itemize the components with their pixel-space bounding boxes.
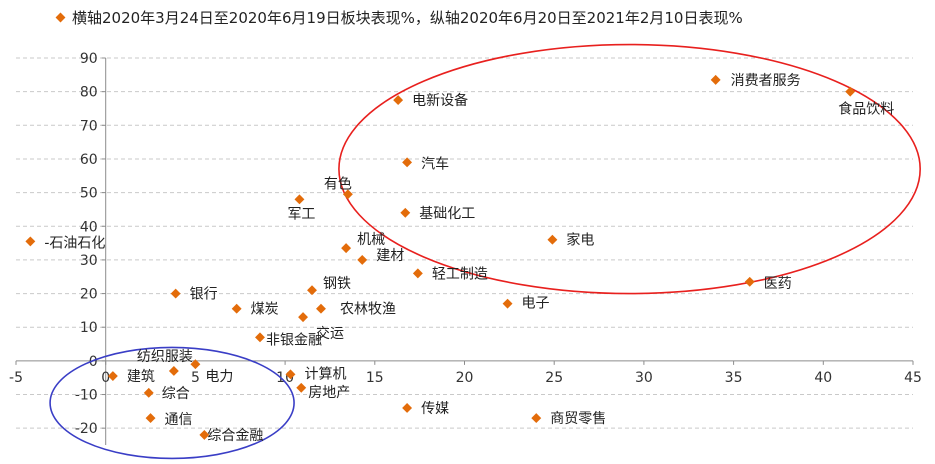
point-label: 计算机 [304,366,346,382]
x-tick-label: -5 [9,370,23,386]
point-label: 传媒 [421,401,449,417]
point-marker [744,276,755,287]
point-label: 交运 [316,325,344,342]
legend: 横轴2020年3月24日至2020年6月19日板块表现%，纵轴2020年6月20… [55,9,743,27]
point-marker [25,236,36,247]
y-tick-label: 10 [80,320,98,336]
point-marker [298,312,308,323]
point-label: 电新设备 [412,92,468,109]
y-tick-label: 70 [80,118,98,134]
legend-label: 横轴2020年3月24日至2020年6月19日板块表现%，纵轴2020年6月20… [72,9,743,27]
y-tick-label: 80 [80,85,98,101]
point-marker [710,74,721,85]
axes [15,57,914,445]
legend-marker [55,12,66,23]
point-marker [190,359,201,370]
point-label: -石油石化 [44,235,105,251]
point-marker [199,429,210,440]
x-tick-label: 40 [814,370,832,386]
point-label: 纺织服装 [137,349,193,365]
point-marker [296,382,307,393]
point-marker [285,369,296,380]
y-tick-label: 60 [80,152,98,168]
point-label: 军工 [287,206,315,222]
point-label: 汽车 [421,155,449,172]
x-tick-label: 5 [191,370,200,386]
y-tick-label: 90 [80,51,98,67]
y-tick-label: 40 [80,219,98,235]
point-label: 电力 [205,369,233,385]
point-marker [231,303,242,314]
point-label: 有色 [324,175,352,192]
gridlines [16,57,913,429]
point-label: 医药 [764,276,792,292]
x-tick-label: 20 [456,370,474,386]
point-marker [502,298,513,309]
tick-labels: -5 0 5 10 15 20 25 30 35 40 45-20-1001020304050607… [9,51,922,437]
x-tick-label: 30 [635,370,653,386]
annotations [49,43,921,460]
point-marker [547,234,558,245]
y-tick-label: 20 [80,287,98,303]
point-label: 机械 [357,232,385,248]
point-label: 煤炭 [251,302,279,318]
x-tick-label: 25 [545,370,563,386]
y-tick-label: -10 [75,388,98,404]
y-tick-label: -20 [75,421,98,437]
point-label: 商贸零售 [550,411,606,427]
point-marker [307,285,317,296]
point-label: 农林牧渔 [340,302,396,318]
point-label: 食品饮料 [838,101,894,118]
point-marker [145,413,156,424]
point-marker [412,268,423,279]
y-tick-label: 50 [80,186,98,202]
point-marker [316,303,326,314]
x-tick-label: 0 [101,370,110,386]
point-marker [400,207,411,218]
point-label: 非银金融 [266,332,322,348]
point-marker [342,189,353,200]
point-label: 家电 [566,232,594,249]
point-label: 钢铁 [323,276,351,292]
point-marker [170,288,181,299]
point-marker [255,332,265,343]
data-points [25,74,856,440]
point-marker [341,243,352,254]
y-tick-label: 30 [80,253,98,269]
point-label: 消费者服务 [731,73,801,89]
point-marker [357,254,368,265]
point-marker [402,157,413,168]
point-marker [294,194,305,205]
point-label: 银行 [190,287,218,303]
point-label: 通信 [165,412,193,428]
x-tick-label: 15 [366,370,384,386]
point-label: 综合金融 [207,428,263,444]
point-marker [143,387,154,398]
point-label: 基础化工 [419,205,475,222]
point-marker [845,86,856,97]
point-label: 建材 [376,248,404,264]
x-tick-label: 35 [725,370,743,386]
point-marker [402,403,413,413]
point-label: 轻工制造 [432,266,488,282]
y-tick-label: 0 [89,354,98,370]
highlight-ellipse-red [338,43,921,295]
x-tick-label: 45 [904,370,922,386]
point-label: 电子 [522,296,550,312]
point-label: 房地产 [308,385,350,401]
point-label: 综合 [162,386,190,402]
highlight-ellipse-blue [49,346,295,460]
point-marker [531,413,542,424]
point-label: 建筑 [127,369,155,385]
point-marker [168,366,179,376]
